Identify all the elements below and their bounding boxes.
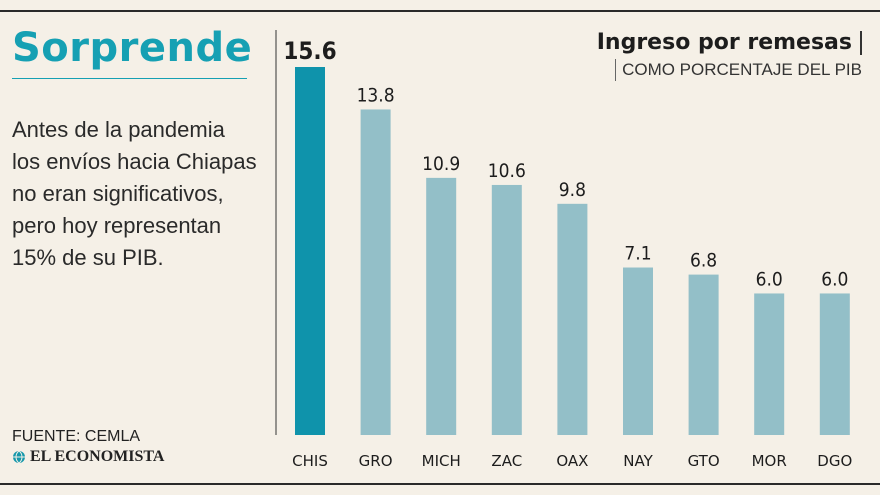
bar-gro <box>360 109 391 435</box>
bar-mich <box>426 177 457 435</box>
value-label-mich: 10.9 <box>422 153 460 175</box>
tick-label-gto: GTO <box>688 452 720 470</box>
brand: EL ECONOMISTA <box>12 448 164 466</box>
value-label-oax: 9.8 <box>559 179 586 201</box>
tick-label-zac: ZAC <box>491 452 522 470</box>
globe-icon <box>13 450 25 464</box>
bar-mor <box>754 293 785 435</box>
chart-subtitle: COMO PORCENTAJE DEL PIB <box>622 60 862 79</box>
bar-gto <box>688 274 719 435</box>
top-rule <box>0 10 880 12</box>
value-label-dgo: 6.0 <box>821 268 848 290</box>
tick-label-dgo: DGO <box>817 452 852 470</box>
tick-label-chis: CHIS <box>292 452 328 470</box>
chart-title-row: Ingreso por remesas <box>597 30 862 55</box>
value-label-gto: 6.8 <box>690 250 717 272</box>
subtitle-separator <box>615 59 617 81</box>
tick-label-gro: GRO <box>359 452 393 470</box>
bar-chis <box>295 67 325 435</box>
value-label-nay: 7.1 <box>624 243 651 265</box>
headline-rule <box>12 78 247 79</box>
value-label-chis: 15.6 <box>283 37 336 65</box>
source-note: FUENTE: CEMLA <box>12 428 141 445</box>
tick-label-oax: OAX <box>556 452 588 470</box>
body-text: Antes de la pandemia los envíos hacia Ch… <box>12 117 257 270</box>
value-label-gro: 13.8 <box>357 84 395 106</box>
tick-label-nay: NAY <box>623 452 653 470</box>
value-label-mor: 6.0 <box>756 268 783 290</box>
chart-subtitle-row: COMO PORCENTAJE DEL PIB <box>597 59 862 81</box>
title-separator <box>860 30 862 55</box>
headline: Sorprende <box>12 25 253 71</box>
chart-title-block: Ingreso por remesas COMO PORCENTAJE DEL … <box>597 30 862 81</box>
value-label-zac: 10.6 <box>488 160 526 182</box>
tick-label-mor: MOR <box>752 452 787 470</box>
brand-name: EL ECONOMISTA <box>30 448 165 465</box>
chart-title: Ingreso por remesas <box>596 30 852 55</box>
intro-panel: Sorprende <box>12 22 252 79</box>
bar-dgo <box>819 293 850 435</box>
tick-label-mich: MICH <box>422 452 461 470</box>
bar-nay <box>623 267 653 435</box>
bar-zac <box>491 184 522 435</box>
bottom-rule <box>0 483 880 485</box>
bar-oax <box>557 203 588 435</box>
